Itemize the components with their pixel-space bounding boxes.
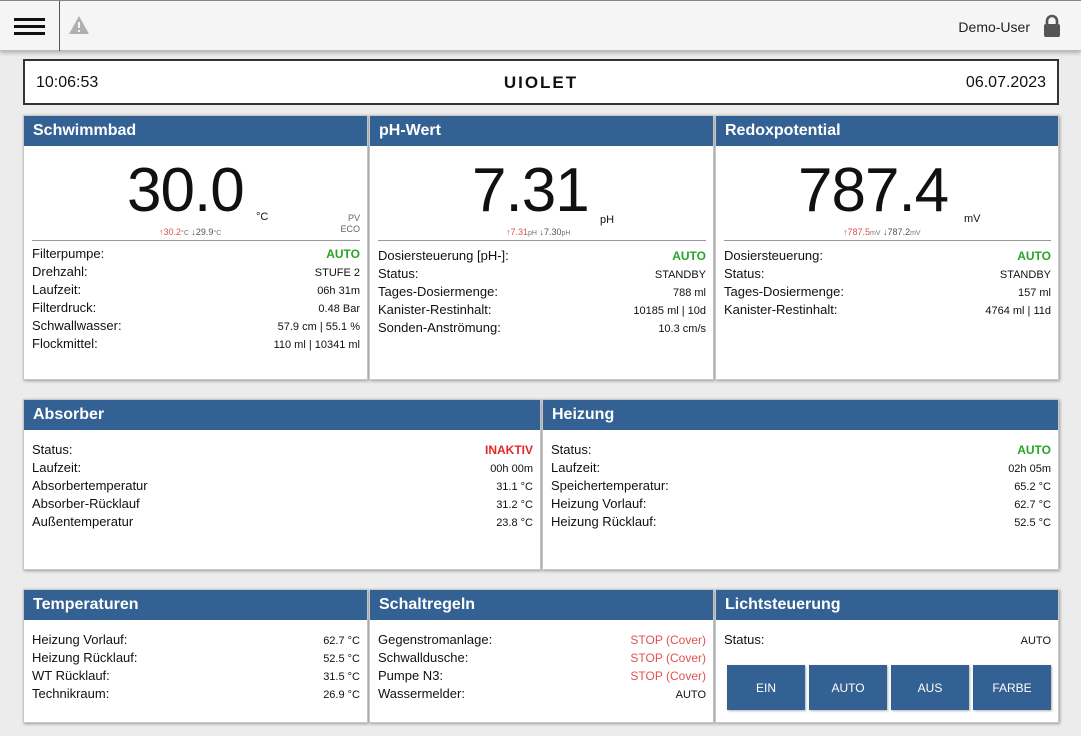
row-technikraum: Technikraum: 26.9 °C bbox=[32, 686, 360, 701]
ph-display: 7.31 pH ↑7.31pH ↓7.30pH bbox=[378, 146, 706, 241]
light-control-buttons: EIN AUTO AUS FARBE bbox=[727, 665, 1051, 710]
row-heizung-vorlauf: Heizung Vorlauf: 62.7 °C bbox=[32, 632, 360, 647]
current-date: 06.07.2023 bbox=[965, 74, 1046, 91]
card-title: Temperaturen bbox=[24, 590, 367, 620]
pool-mode-indicator: PV ECO bbox=[340, 213, 360, 234]
warning-icon[interactable] bbox=[68, 15, 90, 35]
redox-value: 787.4 bbox=[798, 156, 949, 225]
ph-minmax: ↑7.31pH ↓7.30pH bbox=[506, 227, 571, 237]
light-color-button[interactable]: FARBE bbox=[973, 665, 1051, 710]
row-sonden-anstroemung: Sonden-Anströmung: 10.3 cm/s bbox=[378, 320, 706, 335]
row-tages-dosiermenge: Tages-Dosiermenge: 157 ml bbox=[724, 284, 1051, 299]
row-tages-dosiermenge: Tages-Dosiermenge: 788 ml bbox=[378, 284, 706, 299]
ph-value: 7.31 bbox=[472, 156, 590, 225]
card-title: Absorber bbox=[24, 400, 540, 430]
pool-temperature-value: 30.0 bbox=[127, 156, 245, 225]
row-absorbertemperatur: Absorbertemperatur 31.1 °C bbox=[32, 478, 533, 493]
row-laufzeit: Laufzeit: 06h 31m bbox=[32, 282, 360, 297]
redox-display: 787.4 mV ↑787.5mV ↓787.2mV bbox=[724, 146, 1051, 241]
user-name[interactable]: Demo-User bbox=[958, 19, 1030, 35]
row-wt-ruecklauf: WT Rücklauf: 31.5 °C bbox=[32, 668, 360, 683]
row-heizung-ruecklauf: Heizung Rücklauf: 52.5 °C bbox=[32, 650, 360, 665]
card-absorber[interactable]: Absorber Status: INAKTIV Laufzeit: 00h 00m… bbox=[23, 399, 541, 570]
redox-unit: mV bbox=[964, 213, 981, 225]
hamburger-icon[interactable] bbox=[0, 1, 60, 51]
row-laufzeit: Laufzeit: 00h 00m bbox=[32, 460, 533, 475]
row-status: Status: AUTO bbox=[724, 632, 1051, 647]
pool-temperature-unit: °C bbox=[256, 211, 269, 223]
light-auto-button[interactable]: AUTO bbox=[809, 665, 887, 710]
row-schwallwasser: Schwallwasser: 57.9 cm | 55.1 % bbox=[32, 318, 360, 333]
card-title: Redoxpotential bbox=[716, 116, 1058, 146]
card-temperaturen[interactable]: Temperaturen Heizung Vorlauf: 62.7 °C Hei… bbox=[23, 589, 368, 723]
row-status: Status: INAKTIV bbox=[32, 442, 533, 457]
row-wassermelder: Wassermelder: AUTO bbox=[378, 686, 706, 701]
card-heizung[interactable]: Heizung Status: AUTO Laufzeit: 02h 05m Spe… bbox=[542, 399, 1059, 570]
ph-unit: pH bbox=[600, 214, 615, 226]
card-title: Schwimmbad bbox=[24, 116, 367, 146]
row-aussentemperatur: Außentemperatur 23.8 °C bbox=[32, 514, 533, 529]
row-drehzahl: Drehzahl: STUFE 2 bbox=[32, 264, 360, 279]
row-flockmittel: Flockmittel: 110 ml | 10341 ml bbox=[32, 336, 360, 351]
light-off-button[interactable]: AUS bbox=[891, 665, 969, 710]
top-bar: Demo-User bbox=[0, 0, 1081, 51]
card-lichtsteuerung: Lichtsteuerung Status: AUTO EIN AUTO AUS … bbox=[715, 589, 1059, 723]
row-gegenstromanlage: Gegenstromanlage: STOP (Cover) bbox=[378, 632, 706, 647]
row-heizung-vorlauf: Heizung Vorlauf: 62.7 °C bbox=[551, 496, 1051, 511]
row-laufzeit: Laufzeit: 02h 05m bbox=[551, 460, 1051, 475]
row-status: Status: STANDBY bbox=[724, 266, 1051, 281]
pool-temperature-display: 30.0 °C ↑30.2°C ↓29.9°C PV ECO bbox=[32, 146, 360, 241]
card-schwimmbad[interactable]: Schwimmbad 30.0 °C ↑30.2°C ↓29.9°C PV EC… bbox=[23, 115, 368, 380]
card-ph-wert[interactable]: pH-Wert 7.31 pH ↑7.31pH ↓7.30pH Dosierst… bbox=[369, 115, 714, 380]
card-title: Lichtsteuerung bbox=[716, 590, 1058, 620]
row-absorber-ruecklauf: Absorber-Rücklauf 31.2 °C bbox=[32, 496, 533, 511]
brand-logo: UIOLET bbox=[503, 73, 579, 92]
row-filterdruck: Filterdruck: 0.48 Bar bbox=[32, 300, 360, 315]
row-status: Status: STANDBY bbox=[378, 266, 706, 281]
card-title: Schaltregeln bbox=[370, 590, 713, 620]
pool-temperature-minmax: ↑30.2°C ↓29.9°C bbox=[159, 227, 222, 237]
row-heizung-ruecklauf: Heizung Rücklauf: 52.5 °C bbox=[551, 514, 1051, 529]
row-filterpumpe: Filterpumpe: AUTO bbox=[32, 246, 360, 261]
card-title: Heizung bbox=[543, 400, 1058, 430]
row-dosiersteuerung: Dosiersteuerung: AUTO bbox=[724, 248, 1051, 263]
row-schwalldusche: Schwalldusche: STOP (Cover) bbox=[378, 650, 706, 665]
light-on-button[interactable]: EIN bbox=[727, 665, 805, 710]
redox-minmax: ↑787.5mV ↓787.2mV bbox=[843, 227, 921, 237]
row-kanister-restinhalt: Kanister-Restinhalt: 4764 ml | 11d bbox=[724, 302, 1051, 317]
status-header: 10:06:53 UIOLET 06.07.2023 bbox=[23, 59, 1059, 105]
card-title: pH-Wert bbox=[370, 116, 713, 146]
row-dosiersteuerung: Dosiersteuerung [pH-]: AUTO bbox=[378, 248, 706, 263]
row-status: Status: AUTO bbox=[551, 442, 1051, 457]
row-pumpe-n3: Pumpe N3: STOP (Cover) bbox=[378, 668, 706, 683]
clock-time: 10:06:53 bbox=[36, 74, 99, 91]
card-schaltregeln[interactable]: Schaltregeln Gegenstromanlage: STOP (Cove… bbox=[369, 589, 714, 723]
row-speichertemperatur: Speichertemperatur: 65.2 °C bbox=[551, 478, 1051, 493]
lock-icon[interactable] bbox=[1043, 14, 1061, 38]
row-kanister-restinhalt: Kanister-Restinhalt: 10185 ml | 10d bbox=[378, 302, 706, 317]
card-redoxpotential[interactable]: Redoxpotential 787.4 mV ↑787.5mV ↓787.2m… bbox=[715, 115, 1059, 380]
